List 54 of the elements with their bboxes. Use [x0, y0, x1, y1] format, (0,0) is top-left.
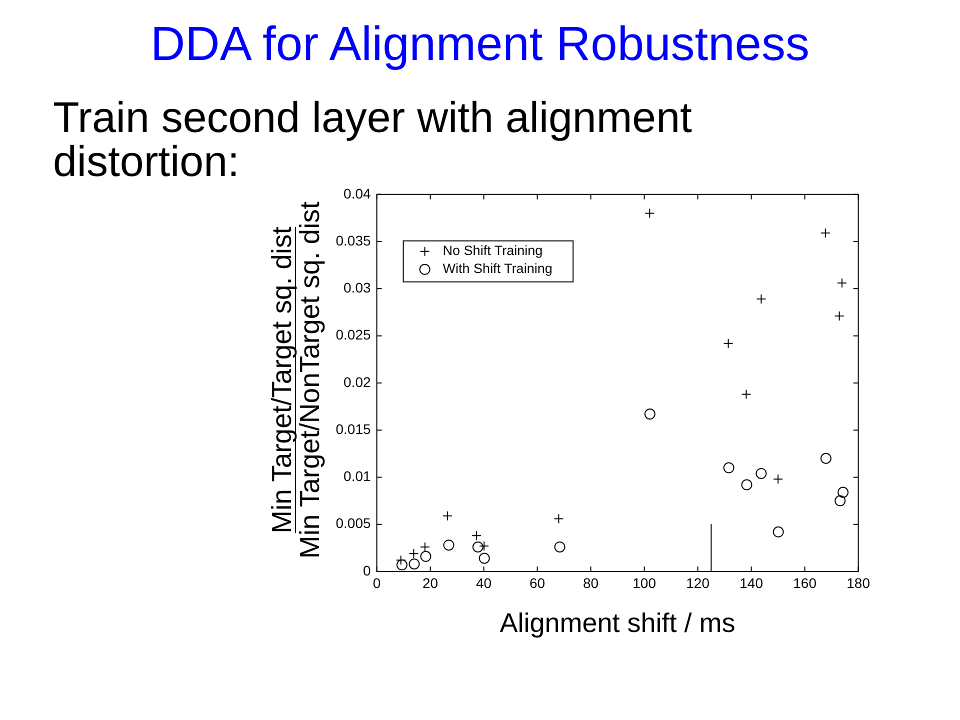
y-tick-label: 0.025 — [336, 326, 371, 343]
point — [772, 526, 784, 538]
point — [723, 338, 734, 348]
point — [756, 468, 767, 479]
point — [396, 555, 406, 566]
point — [756, 294, 766, 304]
point — [472, 541, 484, 552]
point — [442, 510, 452, 521]
point — [420, 542, 430, 552]
y-tick-label: 0 — [363, 562, 372, 578]
x-tick-label: 80 — [583, 574, 599, 591]
y-tick-label: 0.02 — [344, 374, 372, 390]
point — [820, 452, 832, 464]
y-tick-label: 0.03 — [344, 280, 372, 296]
point — [420, 550, 432, 562]
x-tick-label: 20 — [422, 574, 438, 591]
point — [644, 408, 656, 420]
y-tick-label: 0.015 — [336, 420, 371, 437]
point — [836, 278, 847, 288]
point — [554, 514, 564, 524]
chart-title: DDA for Alignment Robustness — [150, 17, 810, 73]
point — [554, 541, 566, 552]
point — [408, 558, 420, 570]
point — [472, 530, 482, 541]
x-tick-label: 100 — [632, 574, 656, 591]
y-axis-title: Min Target/Target sq. dist Min Target/NonTarget sq. dist — [266, 201, 325, 559]
x-tick-label: 140 — [740, 574, 764, 591]
y-tick-label: 0.01 — [344, 468, 372, 484]
x-tick-label: 120 — [686, 574, 710, 591]
point — [396, 559, 408, 570]
y-tick-label: 0.035 — [336, 232, 371, 248]
point — [838, 486, 849, 498]
point — [723, 462, 734, 474]
point — [834, 311, 844, 322]
point — [478, 552, 490, 564]
x-tick-label: 180 — [846, 574, 870, 591]
point — [834, 495, 846, 506]
point — [773, 474, 784, 484]
point — [741, 479, 752, 490]
point — [820, 228, 830, 238]
x-tick-label: 40 — [476, 574, 492, 591]
point — [741, 389, 752, 400]
x-tick-label: 160 — [793, 574, 817, 591]
x-tick-label: 60 — [530, 574, 546, 591]
x-axis-title: Alignment shift / ms — [498, 608, 736, 638]
legend-label: With Shift Training — [442, 261, 552, 276]
chart-subtitle: Train second layer with alignment distortion: — [53, 94, 693, 186]
point — [644, 208, 655, 218]
y-tick-label: 0.04 — [344, 185, 372, 202]
y-tick-label: 0.005 — [336, 515, 371, 532]
legend-label: No Shift Training — [442, 243, 543, 258]
point — [408, 548, 419, 559]
point — [479, 541, 490, 552]
point — [443, 540, 454, 551]
